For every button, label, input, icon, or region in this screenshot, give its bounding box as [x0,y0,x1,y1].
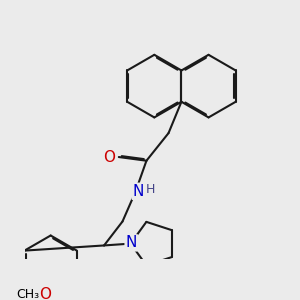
Text: CH₃: CH₃ [16,288,39,300]
Text: O: O [103,149,116,164]
Text: N: N [133,184,144,199]
Text: O: O [39,287,51,300]
Text: N: N [126,236,137,250]
Text: H: H [146,183,155,196]
